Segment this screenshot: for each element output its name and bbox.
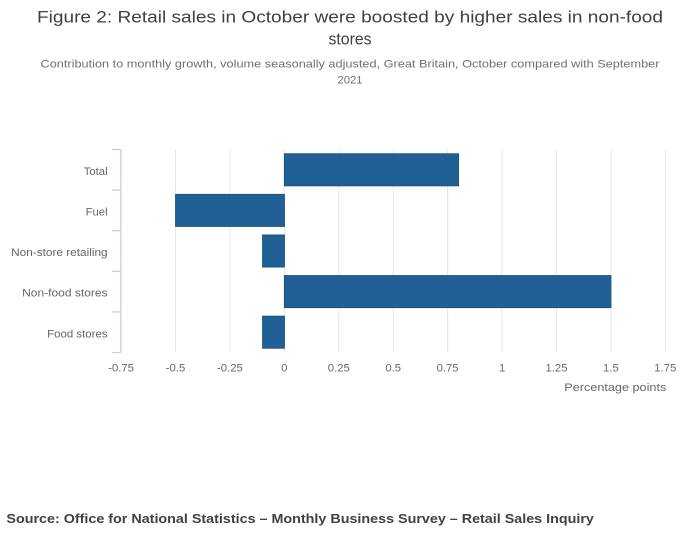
svg-text:1: 1 — [499, 363, 505, 375]
svg-text:1.5: 1.5 — [603, 363, 619, 375]
svg-text:0.75: 0.75 — [437, 363, 459, 375]
svg-text:-0.75: -0.75 — [108, 363, 134, 375]
svg-text:Fuel: Fuel — [86, 207, 108, 219]
svg-text:1.25: 1.25 — [546, 363, 568, 375]
svg-text:-0.25: -0.25 — [217, 363, 243, 375]
svg-text:2021: 2021 — [337, 75, 362, 87]
svg-text:stores: stores — [329, 29, 372, 48]
svg-text:0.25: 0.25 — [328, 363, 350, 375]
svg-text:Total: Total — [84, 166, 108, 178]
svg-text:Non-store retailing: Non-store retailing — [11, 247, 108, 259]
svg-text:Percentage points: Percentage points — [564, 382, 666, 394]
svg-text:Contribution to monthly growth: Contribution to monthly growth, volume s… — [41, 58, 660, 70]
svg-text:Source: Office for National St: Source: Office for National Statistics –… — [6, 511, 594, 526]
svg-text:0.5: 0.5 — [385, 363, 401, 375]
svg-text:1.75: 1.75 — [654, 363, 676, 375]
svg-text:Food stores: Food stores — [47, 328, 108, 340]
svg-text:-0.5: -0.5 — [166, 363, 185, 375]
svg-text:Figure 2: Retail sales in Octo: Figure 2: Retail sales in October were b… — [37, 8, 663, 27]
svg-text:0: 0 — [281, 363, 287, 375]
svg-text:Non-food stores: Non-food stores — [22, 288, 108, 300]
